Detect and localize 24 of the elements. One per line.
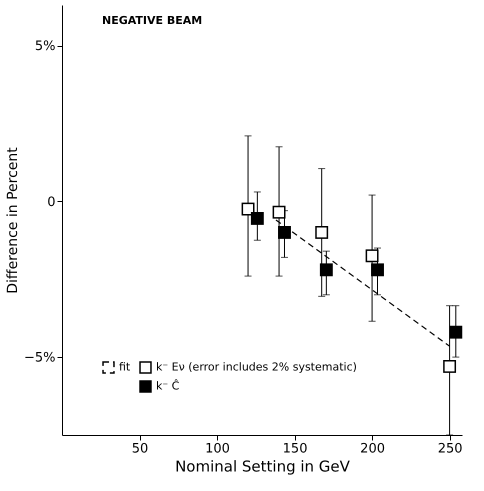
point: [366, 249, 379, 262]
y-tick-label: 0: [47, 194, 56, 210]
point: [242, 202, 254, 216]
y-axis-title: Difference in Percent: [4, 146, 21, 294]
legend-label: k⁻ Eν (error includes 2% systematic): [156, 360, 357, 374]
legend-label: fit: [119, 360, 131, 374]
x-tick-label: 100: [205, 442, 230, 456]
x-tick-label: 150: [282, 442, 308, 456]
point: [315, 226, 328, 239]
point: [272, 206, 286, 219]
legend-label: k⁻ Ĉ: [156, 378, 180, 392]
point: [449, 326, 462, 339]
x-tick-label: 200: [360, 442, 385, 456]
point: [320, 263, 333, 276]
x-axis-title: Nominal Setting in GeV: [175, 458, 351, 476]
point: [278, 226, 291, 239]
text: NEGATIVE BEAM: [102, 14, 202, 27]
y-tick-label: −5%: [24, 350, 56, 366]
x-tick-label: 250: [438, 442, 463, 456]
x-tick-label: 50: [132, 442, 148, 456]
y-tick-label: 5%: [34, 39, 56, 54]
point: [443, 360, 456, 373]
point: [250, 212, 264, 225]
point: [371, 263, 384, 276]
